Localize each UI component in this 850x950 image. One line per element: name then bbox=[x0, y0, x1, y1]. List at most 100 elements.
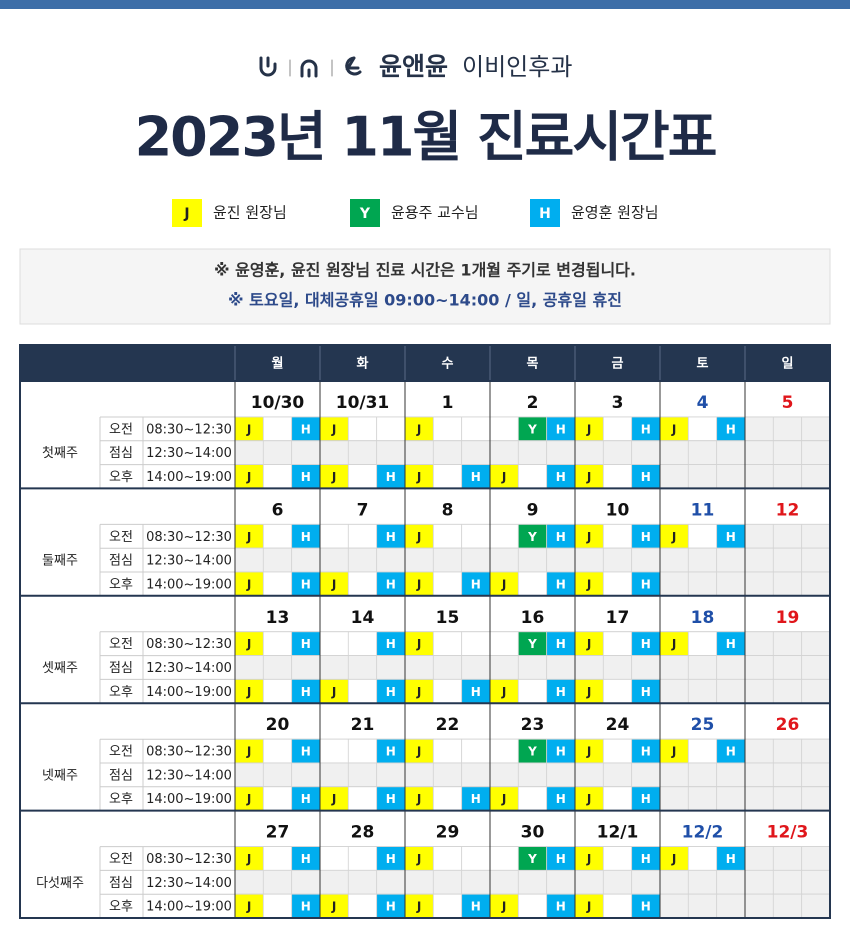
slot-cell bbox=[347, 870, 378, 895]
slot-cell bbox=[744, 893, 774, 919]
slot-cell bbox=[461, 762, 491, 788]
date-label: 6 bbox=[272, 500, 284, 520]
slot-cell bbox=[347, 738, 378, 764]
slot-cell bbox=[517, 893, 548, 919]
doctor-code: H bbox=[301, 852, 311, 866]
slot-cell bbox=[744, 464, 774, 489]
legend-key: Y bbox=[359, 206, 371, 222]
date-label: 2 bbox=[527, 393, 539, 413]
doctor-code: J bbox=[416, 422, 421, 436]
date-label: 19 bbox=[776, 608, 800, 628]
doctor-code: J bbox=[501, 685, 506, 699]
slot-cell bbox=[801, 786, 831, 811]
doctor-code: J bbox=[586, 685, 591, 699]
doctor-code: H bbox=[386, 745, 396, 759]
slot-cell bbox=[772, 786, 803, 811]
date-label: 21 bbox=[351, 715, 375, 735]
doctor-code: Y bbox=[527, 637, 537, 651]
date-label: 25 bbox=[691, 715, 715, 735]
session-time: 12:30~14:00 bbox=[146, 876, 232, 891]
slot-cell bbox=[744, 679, 774, 704]
date-label: 11 bbox=[691, 500, 715, 520]
slot-cell bbox=[262, 679, 293, 704]
doctor-code: H bbox=[301, 792, 311, 806]
legend-swatch bbox=[172, 199, 202, 227]
slot-cell bbox=[716, 870, 746, 895]
slot-cell bbox=[262, 870, 293, 895]
slot-cell bbox=[347, 655, 378, 680]
slot-cell bbox=[602, 571, 633, 597]
slot-cell bbox=[659, 762, 689, 788]
doctor-code: J bbox=[586, 637, 591, 651]
slot-cell bbox=[432, 738, 463, 764]
session-time: 12:30~14:00 bbox=[146, 661, 232, 676]
legend-swatch bbox=[350, 199, 380, 227]
slot-cell bbox=[262, 547, 293, 573]
session-label: 오전 bbox=[109, 637, 133, 652]
slot-cell bbox=[404, 762, 434, 788]
session-time: 14:00~19:00 bbox=[146, 685, 232, 700]
slot-cell bbox=[347, 679, 378, 704]
doctor-code: J bbox=[246, 577, 251, 591]
slot-cell bbox=[234, 440, 264, 465]
slot-cell bbox=[347, 524, 378, 549]
doctor-code: H bbox=[726, 422, 736, 436]
week-label: 다섯째주 bbox=[36, 876, 84, 891]
doctor-code: H bbox=[641, 685, 651, 699]
slot-cell bbox=[546, 547, 576, 573]
date-label: 24 bbox=[606, 715, 630, 735]
date-label: 4 bbox=[697, 393, 709, 413]
slot-cell bbox=[744, 631, 774, 656]
doctor-code: J bbox=[586, 470, 591, 484]
doctor-code: J bbox=[416, 792, 421, 806]
slot-cell bbox=[744, 571, 774, 597]
slot-cell bbox=[659, 571, 689, 597]
legend-swatch bbox=[530, 199, 560, 227]
slot-cell bbox=[291, 440, 321, 465]
slot-cell bbox=[461, 547, 491, 573]
slot-cell bbox=[744, 786, 774, 811]
slot-cell bbox=[234, 762, 264, 788]
slot-cell bbox=[687, 846, 718, 871]
slot-cell bbox=[489, 738, 519, 764]
slot-cell bbox=[432, 655, 463, 680]
slot-cell bbox=[432, 762, 463, 788]
session-time: 12:30~14:00 bbox=[146, 554, 232, 569]
date-label: 22 bbox=[436, 715, 460, 735]
date-label: 10/31 bbox=[336, 393, 390, 413]
slot-cell bbox=[744, 738, 774, 764]
doctor-code: H bbox=[641, 577, 651, 591]
session-time: 14:00~19:00 bbox=[146, 470, 232, 485]
slot-cell bbox=[347, 440, 378, 465]
slot-cell bbox=[687, 738, 718, 764]
doctor-code: H bbox=[641, 530, 651, 544]
slot-cell bbox=[489, 547, 519, 573]
slot-cell bbox=[432, 524, 463, 549]
doctor-code: H bbox=[471, 577, 481, 591]
doctor-code: H bbox=[641, 792, 651, 806]
slot-cell bbox=[319, 846, 349, 871]
doctor-code: H bbox=[556, 422, 566, 436]
doctor-code: H bbox=[301, 745, 311, 759]
doctor-code: H bbox=[641, 900, 651, 914]
doctor-code: J bbox=[246, 637, 251, 651]
slot-cell bbox=[659, 655, 689, 680]
slot-cell bbox=[262, 631, 293, 656]
legend-label: 윤진 원장님 bbox=[213, 204, 287, 222]
slot-cell bbox=[347, 762, 378, 788]
doctor-code: H bbox=[556, 577, 566, 591]
department: 이비인후과 bbox=[462, 53, 572, 81]
slot-cell bbox=[319, 762, 349, 788]
session-label: 오후 bbox=[109, 577, 133, 592]
slot-cell bbox=[347, 786, 378, 811]
doctor-code: H bbox=[386, 900, 396, 914]
slot-cell bbox=[687, 762, 718, 788]
date-label: 7 bbox=[357, 500, 369, 520]
session-time: 08:30~12:30 bbox=[146, 530, 232, 545]
day-header: 일 bbox=[782, 357, 794, 372]
slot-cell bbox=[461, 524, 491, 549]
session-time: 08:30~12:30 bbox=[146, 745, 232, 760]
slot-cell bbox=[659, 870, 689, 895]
slot-cell bbox=[262, 464, 293, 489]
session-label: 점심 bbox=[109, 446, 133, 461]
